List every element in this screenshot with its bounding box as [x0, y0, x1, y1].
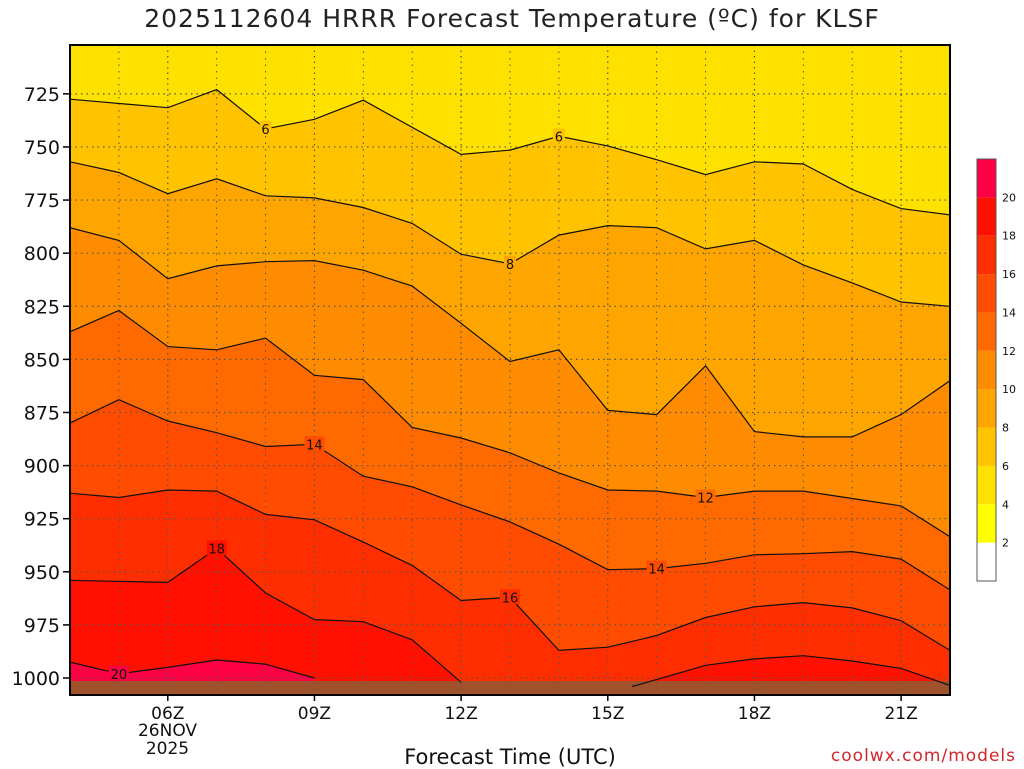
colorbar-segment: [977, 197, 996, 236]
y-tick-label: 775: [24, 190, 60, 212]
x-tick-label: 18Z: [738, 704, 771, 724]
isotherm-10: [70, 227, 950, 438]
x-tick-label: 12Z: [444, 704, 477, 724]
x-axis: 06Z 09Z 12Z 15Z 18Z 21Z: [151, 695, 918, 724]
x-tick-label: 09Z: [298, 704, 331, 724]
y-tick-label: 975: [24, 615, 60, 637]
y-tick-label: 725: [24, 84, 60, 106]
isotherm-label-bg: [206, 540, 227, 556]
plot-frame: [69, 44, 951, 696]
isotherm-label-bg: [695, 489, 716, 505]
isotherm-label-bg: [646, 560, 667, 576]
credit-link[interactable]: coolwx.com/models: [830, 746, 1016, 766]
colorbar-segment: [977, 389, 996, 428]
colorbar-label: 14: [1002, 306, 1016, 319]
colorbar-label: 16: [1002, 268, 1016, 281]
isotherm-label: 6: [261, 123, 269, 138]
isotherm-label-bg: [259, 120, 272, 136]
isotherm-label-bg: [108, 665, 129, 681]
isotherm-label: 14: [306, 438, 323, 453]
colorbar-segment: [977, 274, 996, 313]
x-tick-label: 15Z: [591, 704, 624, 724]
colorbar-label: 20: [1002, 191, 1016, 204]
isotherm-label: 8: [506, 258, 514, 273]
isotherm-labels: 6 6 8 12 14 14 16 18 20: [108, 120, 716, 683]
colorbar-label: 10: [1002, 383, 1016, 396]
colorbar-label: 8: [1002, 422, 1009, 435]
colorbar-label: 18: [1002, 230, 1016, 243]
isotherm-label-bg: [304, 436, 325, 452]
y-tick-label: 825: [24, 296, 60, 318]
x-tick-label: 21Z: [884, 704, 917, 724]
colorbar-segment: [977, 465, 996, 505]
ground-surface: [70, 681, 950, 695]
y-axis: 725 750 775 800 825 850 875 900 925 950 975 1000: [12, 84, 70, 690]
isotherm-label-bg: [500, 589, 520, 605]
isotherm-12: [70, 309, 950, 538]
colorbar-label: 12: [1002, 345, 1016, 358]
colorbar-segment: [977, 427, 996, 466]
date-year-label: 2025: [145, 739, 190, 759]
colorbar-segment: [977, 159, 996, 198]
isotherm-18: [632, 655, 950, 688]
isotherm-label: 18: [208, 542, 225, 557]
colorbar-frame: [976, 158, 997, 582]
y-tick-label: 950: [24, 562, 60, 584]
y-tick-label: 800: [24, 243, 60, 265]
colorbar-segment: [977, 350, 996, 390]
y-tick-label: 850: [24, 349, 60, 371]
colorbar: 2 4 6 8 10 12 14 16 18 20: [976, 158, 1016, 582]
colorbar-segment: [977, 235, 996, 275]
date-day-label: 26NOV: [137, 721, 198, 741]
isotherm-label: 20: [111, 668, 128, 683]
x-axis-label: Forecast Time (UTC): [404, 745, 616, 769]
colorbar-segment: [977, 542, 996, 581]
y-tick-label: 1000: [12, 668, 60, 690]
y-tick-label: 875: [24, 402, 60, 424]
grid-lines: [70, 45, 950, 695]
isotherm-label-bg: [504, 255, 516, 271]
isotherm-label: 6: [555, 130, 563, 145]
colorbar-label: 4: [1002, 498, 1009, 511]
y-tick-label: 900: [24, 456, 60, 478]
colorbar-label: 2: [1002, 537, 1009, 550]
isotherm-label: 16: [502, 591, 519, 606]
isotherm-label-bg: [552, 128, 565, 144]
colorbar-segment: [977, 504, 996, 543]
colorbar-segment: [977, 312, 996, 351]
colorbar-label: 6: [1002, 460, 1009, 473]
isotherm-14: [70, 399, 950, 591]
x-tick-label: 06Z: [151, 704, 184, 724]
y-tick-label: 925: [24, 509, 60, 531]
chart-title: 2025112604 HRRR Forecast Temperature (ºC…: [144, 4, 880, 33]
isotherm-label: 14: [648, 563, 665, 578]
y-tick-label: 750: [24, 137, 60, 159]
isotherm-label: 12: [697, 491, 714, 506]
isotherm-18: [70, 547, 462, 683]
